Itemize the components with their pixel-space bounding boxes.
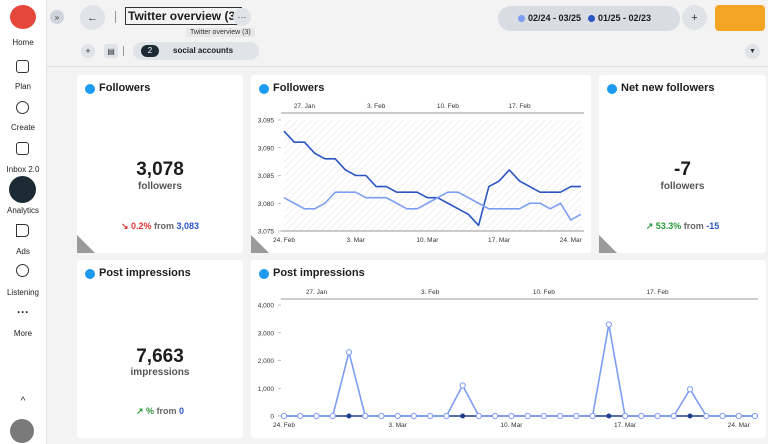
twitter-icon — [85, 84, 95, 94]
nav-listening[interactable]: Listening — [6, 288, 40, 297]
twitter-icon — [259, 84, 269, 94]
range-previous: 01/25 - 02/23 — [598, 13, 652, 23]
filter-button[interactable]: ▼ — [745, 44, 760, 59]
more-button[interactable]: ··· — [233, 8, 251, 26]
impressions-card: Post impressions 7,663 impressions ↗ % f… — [77, 260, 243, 438]
nav-plan[interactable]: Plan — [14, 82, 31, 91]
avatar[interactable] — [10, 419, 34, 443]
followers-chart-card: Followers — [251, 75, 591, 253]
impressions-chart-card: Post impressions — [251, 260, 766, 438]
from-value: -15 — [706, 221, 720, 231]
nav-more[interactable]: More — [13, 329, 33, 338]
tooltip: Twitter overview (3) — [186, 28, 255, 37]
table-button[interactable]: ▤ — [104, 44, 118, 58]
nav-create[interactable]: Create — [10, 123, 35, 132]
metric-unit: impressions — [130, 367, 190, 378]
card-title: Post impressions — [273, 267, 365, 279]
twitter-icon — [85, 269, 95, 279]
change-value: % — [145, 406, 154, 416]
nav-analytics[interactable]: Analytics — [6, 206, 39, 215]
metric-change: ↗ 53.3% from -15 — [599, 221, 766, 232]
warning-corner — [77, 235, 95, 253]
change-value: 53.3% — [655, 221, 682, 231]
add-button[interactable]: + — [81, 44, 95, 58]
share-button[interactable]: + — [682, 5, 707, 30]
trend-arrow: ↘ — [120, 221, 131, 231]
nav-home[interactable]: Home — [12, 38, 34, 47]
range-current: 02/24 - 03/25 — [528, 13, 582, 23]
from-label: from — [683, 221, 704, 231]
card-title: Followers — [99, 82, 151, 94]
from-value: 3,083 — [176, 221, 200, 231]
legend-swatch — [518, 15, 525, 22]
header: » ← Twitter overview (3) ··· Twitter ove… — [47, 0, 768, 67]
icon — [16, 60, 29, 73]
metric-change: ↗ % from 0 — [77, 406, 243, 417]
warning-corner — [251, 235, 269, 253]
metric-value: 7,663 — [136, 346, 184, 367]
twitter-icon — [259, 269, 269, 279]
separator — [115, 11, 116, 23]
from-value: 0 — [179, 406, 185, 416]
trend-arrow: ↗ — [645, 221, 656, 231]
date-range-picker[interactable]: 02/24 - 03/25 01/25 - 02/23 — [498, 6, 680, 31]
icon-dots: ··· — [17, 305, 29, 319]
back-button[interactable]: ← — [80, 5, 105, 30]
expand-button[interactable]: » — [50, 10, 64, 24]
sidebar: Home Plan Create Inbox 2.0 Analytics Ads… — [0, 0, 47, 444]
from-label: from — [154, 221, 175, 231]
active-icon — [9, 176, 36, 203]
card-title: Net new followers — [621, 82, 715, 94]
nav-ads[interactable]: Ads — [16, 247, 30, 256]
twitter-icon — [607, 84, 617, 94]
icon — [16, 224, 29, 237]
icon — [16, 264, 29, 277]
separator — [123, 46, 124, 56]
trend-arrow: ↗ — [135, 406, 146, 416]
accounts-selector[interactable]: 2 social accounts — [133, 42, 259, 60]
collapse-caret[interactable]: ^ — [20, 396, 26, 407]
accounts-count: 2 — [141, 45, 159, 57]
icon — [16, 101, 29, 114]
report-title[interactable]: Twitter overview (3) — [125, 7, 243, 25]
card-title: Followers — [273, 82, 325, 94]
change-value: 0.2% — [130, 221, 152, 231]
metric-change: ↘ 0.2% from 3,083 — [77, 221, 243, 232]
logo[interactable] — [10, 5, 36, 29]
net-followers-card: Net new followers -7 followers ↗ 53.3% f… — [599, 75, 766, 253]
card-title: Post impressions — [99, 267, 191, 279]
accounts-label: social accounts — [173, 46, 234, 55]
from-label: from — [156, 406, 177, 416]
icon — [16, 142, 29, 155]
legend-swatch — [588, 15, 595, 22]
metric-value: -7 — [674, 159, 691, 180]
followers-card: Followers 3,078 followers ↘ 0.2% from 3,… — [77, 75, 243, 253]
export-button[interactable] — [715, 5, 765, 31]
metric-unit: followers — [660, 181, 705, 192]
metric-unit: followers — [138, 181, 182, 192]
metric-value: 3,078 — [136, 159, 184, 180]
warning-corner — [599, 235, 617, 253]
nav-inbox[interactable]: Inbox 2.0 — [6, 165, 40, 174]
